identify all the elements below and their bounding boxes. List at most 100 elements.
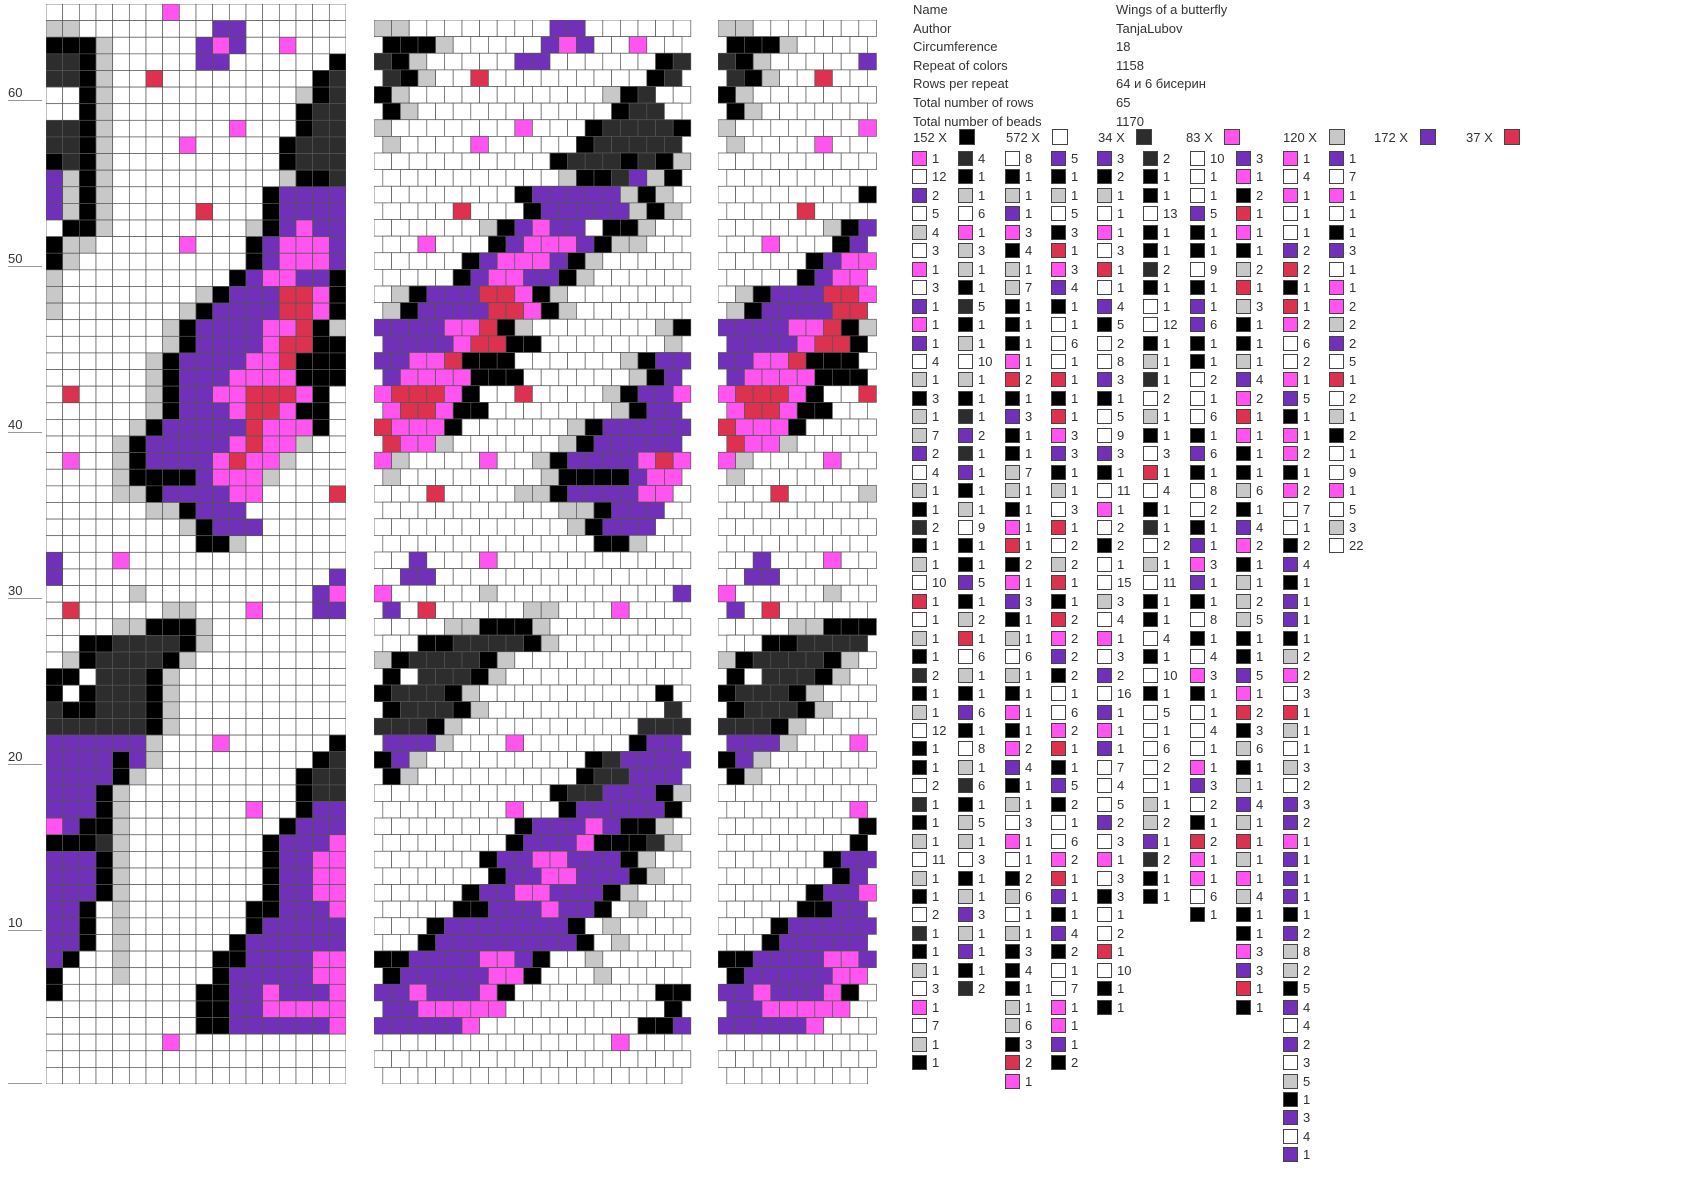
bead-cell	[295, 867, 314, 885]
color-swatch	[1190, 889, 1205, 904]
rope-bead-cell	[382, 1033, 401, 1052]
color-swatch	[1097, 796, 1112, 812]
color-swatch	[912, 925, 927, 941]
bead-cell	[62, 169, 80, 188]
rope-bead-cell	[514, 1017, 533, 1035]
bead-cell	[195, 767, 214, 786]
rope-bead-cell	[672, 152, 692, 170]
bead-count: 1	[1071, 686, 1079, 702]
bead-cell	[278, 70, 297, 88]
bead-cell	[78, 668, 97, 686]
bead-cell	[245, 967, 264, 985]
bead-cell	[95, 186, 114, 204]
rope-bead-cell	[832, 900, 851, 919]
color-swatch	[1143, 224, 1158, 240]
rope-bead-cell	[770, 485, 789, 503]
bead-cell	[95, 983, 114, 1002]
bead-count: 2	[932, 187, 940, 203]
rope-bead-cell	[788, 884, 807, 902]
bead-cell	[262, 851, 280, 869]
rope-bead-cell	[735, 385, 754, 403]
bead-cell	[245, 734, 264, 753]
bead-cell	[245, 551, 264, 570]
rope-bead-cell	[628, 36, 648, 54]
color-swatch	[1143, 759, 1158, 775]
bead-count: 6	[1303, 335, 1311, 351]
bead-cell	[278, 867, 297, 885]
color-swatch	[912, 686, 927, 702]
rope-bead-cell	[558, 801, 577, 819]
rope-bead-cell	[628, 801, 648, 819]
bead-count: 1	[1071, 187, 1079, 203]
bead-cell	[312, 169, 330, 188]
rope-bead-cell	[718, 20, 736, 37]
rope-bead-cell	[417, 1067, 436, 1084]
rope-bead-cell	[849, 136, 868, 154]
rope-bead-cell	[567, 651, 586, 669]
color-swatch	[958, 261, 973, 277]
bead-cell	[178, 352, 197, 370]
bead-cell	[328, 485, 346, 503]
rope-bead-cell	[479, 717, 498, 736]
color-swatch	[1143, 593, 1158, 609]
rope-bead-cell	[796, 634, 816, 653]
bead-cell	[95, 718, 114, 736]
bead-cell	[312, 269, 330, 287]
bead-cell	[62, 269, 80, 287]
rope-bead-cell	[788, 52, 807, 71]
rope-bead-cell	[505, 934, 524, 952]
color-swatch	[912, 741, 927, 757]
color-swatch	[1236, 649, 1251, 665]
rope-bead-cell	[726, 967, 745, 985]
rope-bead-cell	[479, 784, 498, 802]
rope-bead-cell	[593, 36, 612, 54]
bead-cell	[46, 900, 64, 919]
color-swatch	[1236, 390, 1251, 406]
bead-cell	[128, 302, 147, 321]
bead-cell	[278, 419, 297, 437]
bead-cell	[312, 983, 330, 1002]
color-swatch	[1283, 907, 1298, 923]
bead-cell	[262, 452, 280, 470]
color-swatch	[1005, 925, 1020, 941]
bead-cell	[95, 485, 114, 503]
color-swatch	[1236, 870, 1251, 886]
rope-bead-cell	[664, 169, 683, 187]
rope-bead-cell	[435, 302, 454, 320]
color-swatch	[1190, 686, 1205, 702]
color-swatch	[1236, 187, 1251, 203]
color-swatch	[1143, 501, 1158, 517]
bead-cell	[95, 252, 114, 271]
color-swatch	[958, 446, 973, 462]
info-value: 65	[1116, 94, 1131, 110]
bead-cell	[46, 119, 64, 138]
rope-bead-cell	[646, 368, 665, 387]
bead-count: 1	[1303, 151, 1311, 166]
rope-bead-cell	[593, 767, 612, 786]
rope-bead-cell	[408, 784, 428, 802]
rope-bead-cell	[470, 900, 489, 919]
rope-bead-cell	[584, 751, 604, 769]
bead-cell	[245, 1017, 264, 1035]
color-swatch	[1051, 224, 1066, 240]
bead-cell	[245, 601, 264, 620]
rope-bead-cell	[391, 551, 410, 569]
rope-bead-cell	[672, 451, 692, 470]
rope-bead-cell	[611, 867, 630, 885]
rope-bead-cell	[514, 551, 533, 569]
rope-bead-cell	[400, 967, 419, 985]
info-label: Total number of beads	[913, 113, 1042, 129]
color-swatch	[1005, 1036, 1020, 1052]
bead-count: 1	[1025, 427, 1033, 443]
bead-count: 1	[1349, 280, 1357, 296]
rope-bead-cell	[540, 235, 560, 254]
rope-bead-cell	[567, 917, 586, 935]
rope-bead-cell	[435, 1000, 454, 1018]
rope-bead-cell	[374, 418, 392, 436]
bead-cell	[312, 86, 330, 105]
bead-count: 1	[932, 372, 940, 388]
row-number-label: 50	[8, 252, 42, 267]
rope-bead-cell	[770, 152, 789, 170]
rope-bead-cell	[558, 601, 577, 619]
bead-count: 1	[932, 501, 940, 517]
